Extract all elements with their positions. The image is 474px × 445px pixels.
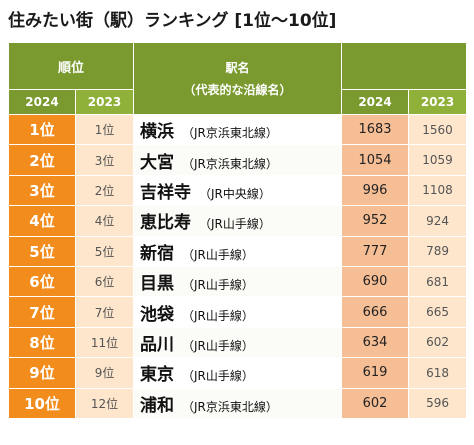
- station-header-subtitle: （代表的な沿線名）: [183, 82, 292, 97]
- rank-2023: 12位: [74, 387, 135, 419]
- rank-2023: 7位: [74, 296, 135, 328]
- points-2024: 619: [341, 357, 410, 389]
- station-name: 横浜: [140, 122, 175, 143]
- points-2024: 634: [341, 326, 410, 359]
- station-name: 東京: [140, 365, 175, 386]
- station-name: 目黒: [140, 274, 175, 295]
- points-2023: 924: [408, 205, 468, 237]
- station-cell: 東京 （JR山手線）: [133, 357, 343, 389]
- rank-2024: 8位: [8, 326, 76, 359]
- station-cell: 新宿 （JR山手線）: [133, 235, 343, 267]
- rank-2023-header: 2023: [74, 89, 135, 115]
- table-row: 8位 11位 品川 （JR山手線） 634 602: [8, 326, 468, 359]
- rank-2023: 11位: [74, 326, 135, 359]
- rank-2024: 9位: [8, 357, 76, 389]
- rank-2023: 3位: [74, 144, 135, 176]
- rank-2024: 10位: [8, 387, 76, 419]
- points-2023: 1108: [408, 174, 468, 207]
- station-line: （JR山手線）: [182, 278, 254, 293]
- station-name: 浦和: [140, 395, 175, 416]
- table-row: 4位 4位 恵比寿 （JR山手線） 952 924: [8, 205, 468, 237]
- rank-2024: 2位: [8, 144, 76, 176]
- rank-2023: 5位: [74, 235, 135, 267]
- table-row: 6位 6位 目黒 （JR山手線） 690 681: [8, 265, 468, 298]
- station-name: 品川: [140, 334, 175, 355]
- table-row: 2位 3位 大宮 （JR京浜東北線） 1054 1059: [8, 144, 468, 176]
- station-cell: 大宮 （JR京浜東北線）: [133, 144, 343, 176]
- table-row: 5位 5位 新宿 （JR山手線） 777 789: [8, 235, 468, 267]
- station-line: （JR山手線）: [182, 338, 254, 353]
- station-line: （JR山手線）: [182, 247, 254, 262]
- points-2024: 690: [341, 265, 410, 298]
- points-2023-header: 2023: [408, 89, 468, 115]
- rank-header: 順位: [7, 42, 135, 90]
- points-2023: 602: [408, 326, 468, 359]
- points-2023: 1059: [408, 144, 468, 176]
- station-header-title: 駅名: [225, 60, 250, 75]
- station-name: 池袋: [140, 304, 175, 325]
- table-row: 3位 2位 吉祥寺 （JR中央線） 996 1108: [8, 174, 468, 207]
- points-2024: 996: [341, 174, 410, 207]
- rank-2024: 3位: [8, 174, 76, 207]
- station-name: 恵比寿: [140, 213, 192, 234]
- points-2024: 1683: [341, 113, 410, 146]
- station-name: 大宮: [140, 152, 175, 173]
- station-name: 新宿: [140, 243, 175, 264]
- table-row: 7位 7位 池袋 （JR山手線） 666 665: [8, 296, 468, 328]
- station-header: 駅名 （代表的な沿線名）: [133, 42, 343, 115]
- points-2023: 665: [408, 296, 468, 328]
- station-line: （JR山手線）: [182, 308, 254, 323]
- page-title: 住みたい街（駅）ランキング [1位～10位]: [8, 11, 337, 31]
- station-cell: 品川 （JR山手線）: [133, 326, 343, 359]
- rank-2024: 1位: [8, 113, 76, 146]
- points-2024: 666: [341, 296, 410, 328]
- table-row: 1位 1位 横浜 （JR京浜東北線） 1683 1560: [8, 113, 468, 146]
- points-2024: 602: [341, 387, 410, 419]
- station-line: （JR山手線）: [182, 369, 254, 384]
- rank-2023: 1位: [74, 113, 135, 146]
- points-2024-header: 2024: [341, 89, 410, 115]
- points-2024: 1054: [341, 144, 410, 176]
- station-cell: 吉祥寺 （JR中央線）: [133, 174, 343, 207]
- points-header-blank: [341, 42, 468, 90]
- rank-2023: 6位: [74, 265, 135, 298]
- points-2023: 789: [408, 235, 468, 267]
- rank-2024: 6位: [8, 265, 76, 298]
- station-line: （JR京浜東北線）: [182, 156, 278, 171]
- station-line: （JR山手線）: [199, 217, 271, 232]
- points-2024: 952: [341, 205, 410, 237]
- ranking-body: 1位 1位 横浜 （JR京浜東北線） 1683 1560 2位 3位 大宮 （JR京浜東北線） 10…: [8, 113, 468, 419]
- points-2024: 777: [341, 235, 410, 267]
- points-2023: 1560: [408, 113, 468, 146]
- rank-2024-header: 2024: [8, 89, 76, 115]
- rank-2023: 2位: [74, 174, 135, 207]
- ranking-table: 順位 駅名 （代表的な沿線名） 2024 2023 2024 2023 1位 1位…: [7, 42, 468, 419]
- station-cell: 横浜 （JR京浜東北線）: [133, 113, 343, 146]
- table-row: 9位 9位 東京 （JR山手線） 619 618: [8, 357, 468, 389]
- rank-2024: 5位: [8, 235, 76, 267]
- rank-2023: 9位: [74, 357, 135, 389]
- points-2023: 596: [408, 387, 468, 419]
- station-name: 吉祥寺: [140, 182, 192, 203]
- station-cell: 浦和 （JR京浜東北線）: [133, 387, 343, 419]
- station-line: （JR中央線）: [199, 186, 271, 201]
- points-2023: 681: [408, 265, 468, 298]
- rank-2023: 4位: [74, 205, 135, 237]
- rank-2024: 7位: [8, 296, 76, 328]
- station-cell: 池袋 （JR山手線）: [133, 296, 343, 328]
- station-cell: 目黒 （JR山手線）: [133, 265, 343, 298]
- station-line: （JR京浜東北線）: [182, 126, 278, 141]
- points-2023: 618: [408, 357, 468, 389]
- station-line: （JR京浜東北線）: [182, 399, 278, 414]
- rank-2024: 4位: [8, 205, 76, 237]
- station-cell: 恵比寿 （JR山手線）: [133, 205, 343, 237]
- table-row: 10位 12位 浦和 （JR京浜東北線） 602 596: [8, 387, 468, 419]
